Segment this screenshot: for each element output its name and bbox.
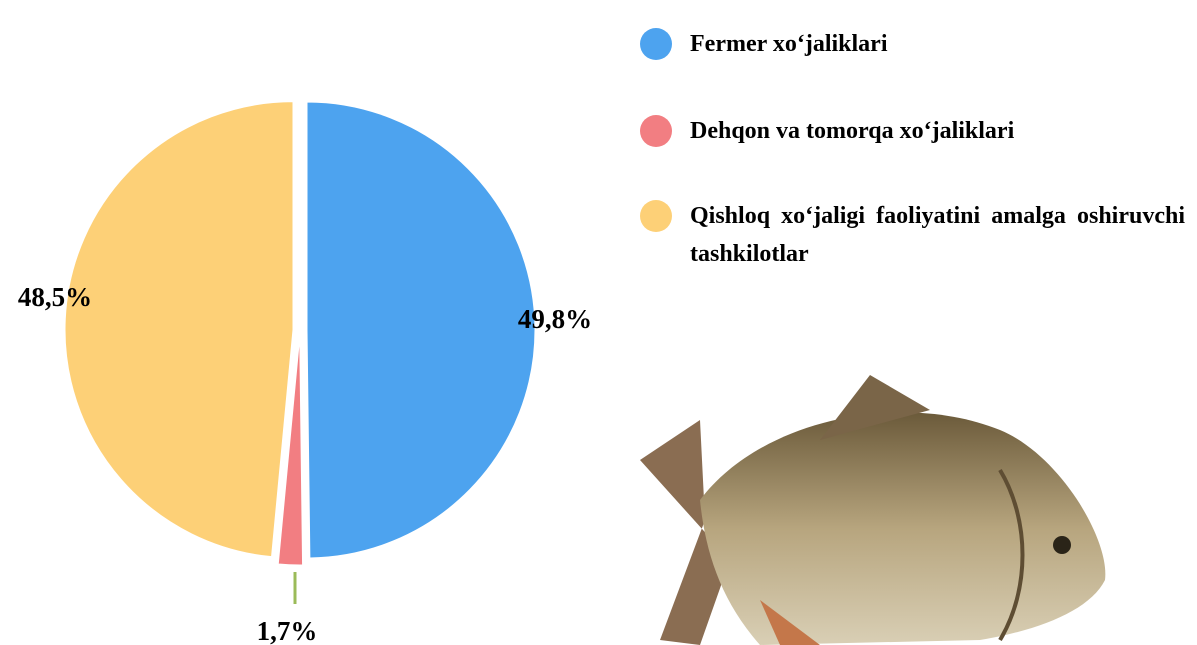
legend-item: Dehqon va tomorqa xo‘jaliklari xyxy=(640,115,1185,150)
fish-fin xyxy=(820,375,930,440)
pie-slice xyxy=(64,101,294,558)
legend-item: Qishloq xo‘jaligi faoliyatini amalga osh… xyxy=(640,200,1185,273)
legend-swatch xyxy=(640,115,672,147)
fish-gill xyxy=(998,468,1025,642)
pie-slice xyxy=(277,336,304,566)
legend-label: Qishloq xo‘jaligi faoliyatini amalga osh… xyxy=(690,203,1185,267)
data-label: 1,7% xyxy=(257,616,318,645)
legend-swatch xyxy=(640,200,672,232)
pie-slice xyxy=(306,101,536,559)
legend-label: Fermer xo‘jaliklari xyxy=(690,31,888,57)
fish-fin xyxy=(760,600,820,645)
fish-eye xyxy=(1053,536,1071,554)
legend-item: Fermer xo‘jaliklari xyxy=(640,28,1185,63)
legend-swatch xyxy=(640,28,672,60)
fish-tail xyxy=(640,420,730,645)
data-label: 48,5% xyxy=(18,282,92,312)
fish-illustration xyxy=(640,375,1106,645)
data-label: 49,8% xyxy=(518,304,592,334)
legend-label: Dehqon va tomorqa xo‘jaliklari xyxy=(690,118,1015,144)
fish-body xyxy=(700,412,1106,645)
